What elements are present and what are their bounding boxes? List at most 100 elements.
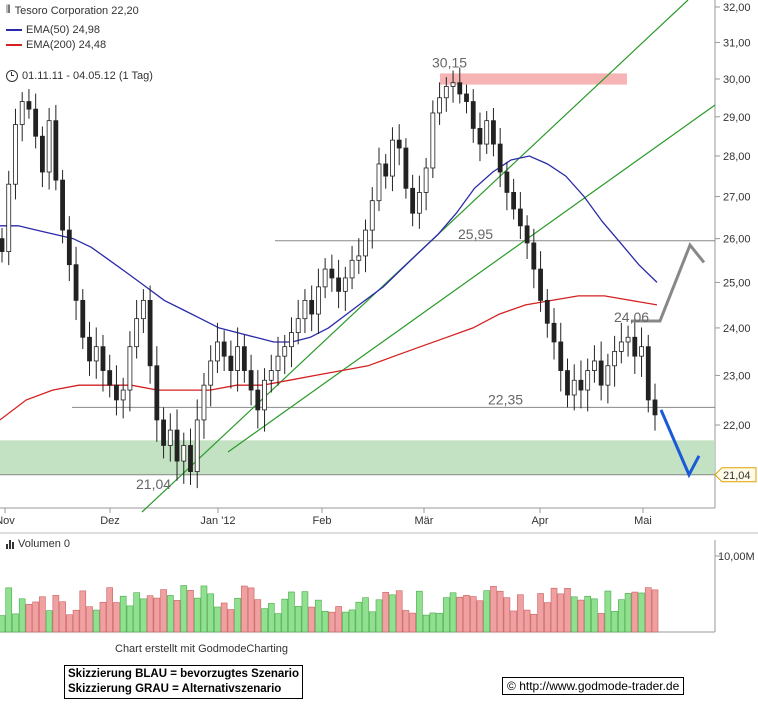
candle-body-up (390, 139, 395, 177)
volume-bar (207, 593, 214, 633)
level-label: 25,95 (458, 226, 493, 242)
volume-bar (604, 590, 612, 633)
candle-body-up (416, 192, 422, 214)
candle (538, 251, 543, 312)
candle (517, 192, 523, 240)
candle (127, 331, 133, 412)
candle (19, 92, 25, 142)
candle-body-up (19, 101, 25, 125)
candle-body-down (107, 370, 113, 386)
volume-bar (301, 591, 309, 633)
candle-body-down (565, 370, 570, 396)
volume-bar (187, 590, 194, 633)
candle (329, 254, 335, 292)
candle (140, 289, 146, 334)
candle (403, 138, 409, 199)
legend-ema200-text: EMA(200) 24,48 (26, 39, 107, 51)
candle (504, 161, 510, 211)
note-gray: Skizzierung GRAU = Alternativszenario (68, 683, 282, 695)
candle (336, 259, 341, 309)
source-url[interactable]: © http://www.godmode-trader.de (502, 677, 685, 695)
candle-body-down (491, 120, 496, 145)
volume-bar (543, 602, 551, 633)
volume-bar (584, 595, 591, 633)
candle (410, 174, 416, 227)
candle (235, 327, 241, 392)
volume-bar (146, 595, 154, 633)
candle (221, 330, 227, 372)
candle-body-up (201, 384, 207, 421)
volume-bar (570, 596, 578, 633)
volume-bar (133, 592, 140, 633)
candle-body-down (652, 399, 658, 416)
volume-bar (308, 606, 315, 633)
candle (46, 108, 52, 190)
candle (356, 238, 362, 274)
volume-bar (214, 606, 221, 633)
candle-body-down (464, 93, 469, 102)
candle-body-down (457, 82, 463, 95)
candle (457, 67, 463, 104)
chart-credit: Chart erstellt mit GodmodeCharting (115, 643, 289, 655)
candle (450, 70, 456, 103)
candle-body-up (484, 120, 490, 145)
candle (174, 409, 180, 481)
candle-body-down (228, 355, 234, 371)
volume-bar (348, 609, 356, 633)
ema50-swatch (6, 29, 22, 31)
y-tick-label: 26,00 (723, 234, 751, 246)
candle-body-down (517, 208, 523, 227)
candle-body-up (268, 370, 274, 381)
candle (632, 321, 638, 374)
volume-bar (261, 608, 268, 633)
volume-bar (422, 614, 430, 633)
candle (491, 108, 496, 157)
volume-bar (66, 614, 73, 633)
volume-bar (254, 599, 262, 633)
volume-bar (0, 615, 6, 633)
candle-body-up (612, 351, 618, 367)
volume-bar (429, 612, 437, 633)
candle-body-down (511, 192, 517, 210)
candle-body-down (632, 336, 638, 357)
candle (248, 354, 254, 406)
candle-body-up (430, 112, 436, 169)
candle-body-up (194, 419, 200, 472)
y-tick-label: 24,00 (723, 323, 751, 335)
candle-body-up (625, 336, 631, 343)
candle (289, 317, 294, 368)
volume-bar (436, 612, 443, 633)
candle-body-up (316, 286, 321, 315)
candle (268, 354, 274, 393)
volume-bar (382, 591, 390, 633)
blue-scenario-path (659, 409, 701, 479)
candle-body-down (544, 299, 550, 324)
candle-body-down (0, 238, 5, 252)
candle-body-down (497, 143, 503, 173)
candle (53, 104, 59, 191)
candle (390, 127, 395, 192)
volume-bar (281, 598, 289, 633)
candle (26, 89, 32, 119)
candle (60, 169, 65, 244)
volume-bar (557, 593, 565, 633)
candle-body-down (410, 187, 416, 214)
volume-bar (342, 611, 349, 633)
candle (295, 299, 301, 345)
volume-bar (591, 598, 598, 633)
candle (464, 84, 469, 114)
candle-body-down (33, 108, 39, 137)
candle-body-up (140, 299, 146, 320)
volume-bar (463, 595, 470, 633)
candle-body-down (221, 341, 227, 357)
volume-bar (402, 610, 410, 633)
candle-body-up (208, 360, 214, 386)
candle (228, 340, 234, 389)
legend-ema50-text: EMA(50) 24,98 (26, 24, 100, 36)
candle-body-down (329, 268, 335, 279)
candle (309, 285, 315, 332)
candle-body-down (100, 346, 106, 371)
volume-bar (274, 613, 282, 633)
candle-body-up (342, 277, 348, 292)
volume-bar (113, 602, 120, 633)
